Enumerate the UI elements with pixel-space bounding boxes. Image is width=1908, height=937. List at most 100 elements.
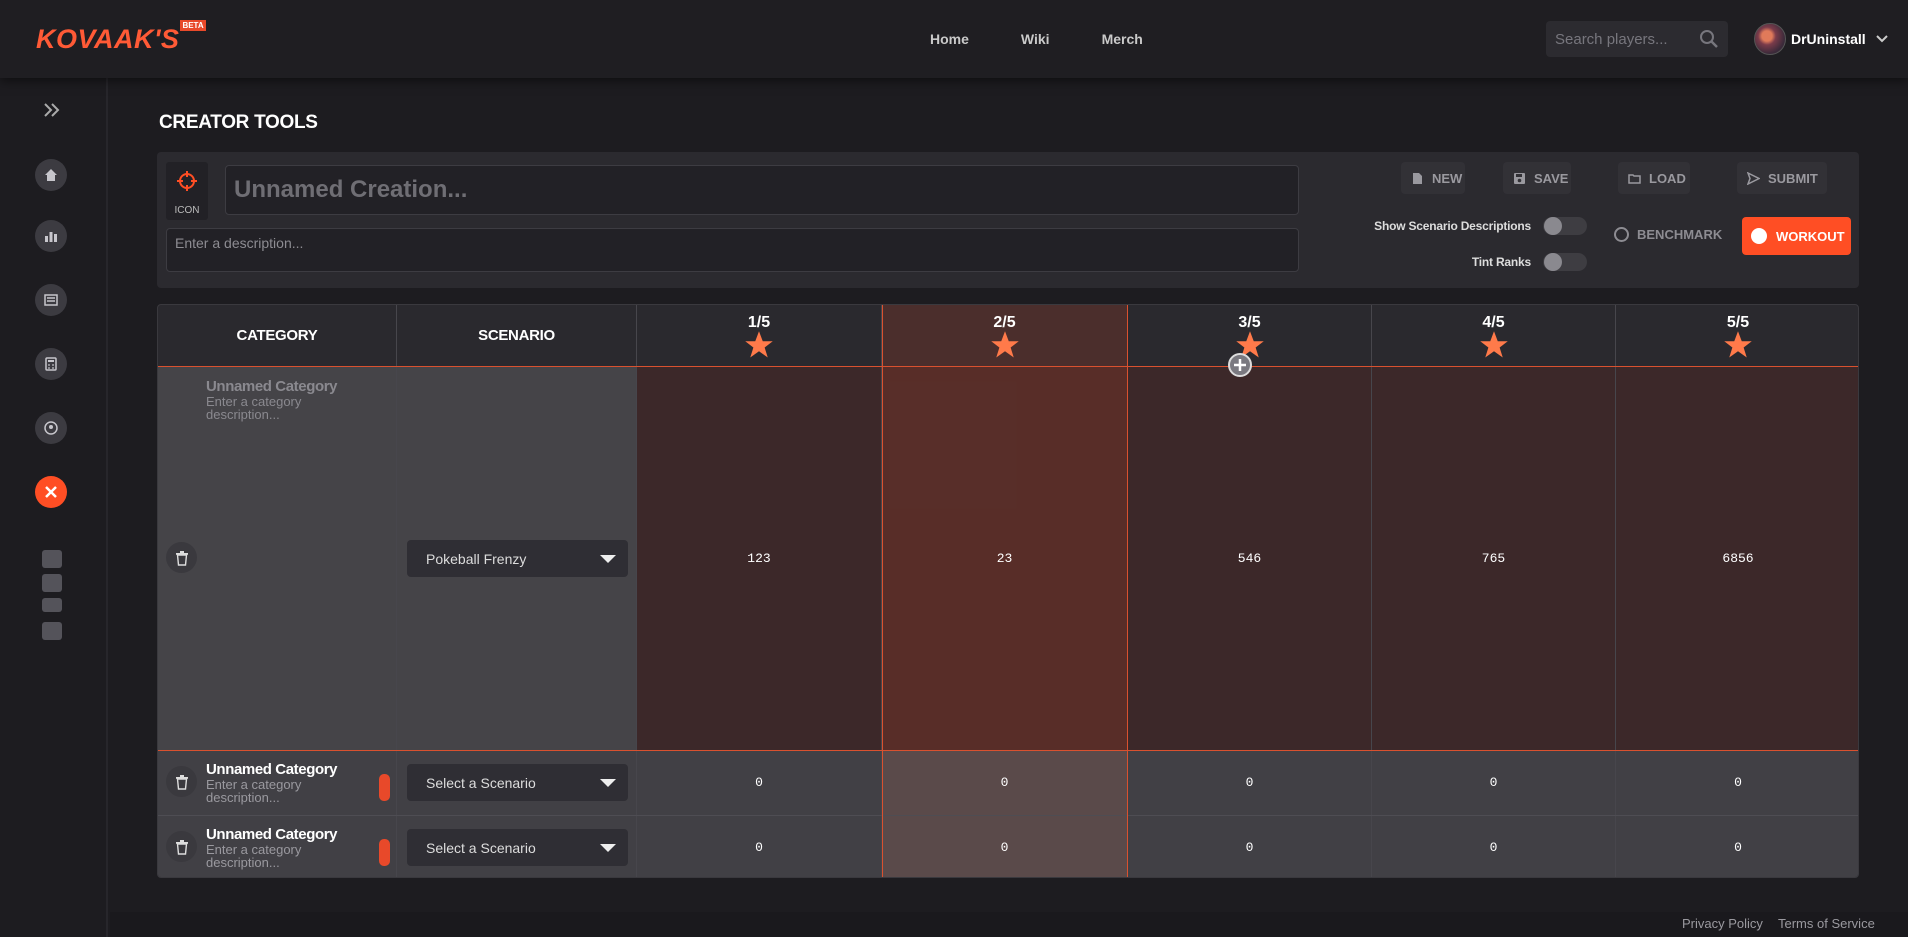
star-icon — [1479, 330, 1508, 357]
scenario-select[interactable]: Pokeball Frenzy — [407, 540, 628, 577]
category-title[interactable]: Unnamed Category — [206, 761, 338, 778]
beta-badge: BETA — [180, 20, 206, 31]
save-button[interactable]: SAVE — [1503, 162, 1571, 194]
expand-icon[interactable] — [41, 99, 63, 121]
rank-value-cell[interactable]: 0 — [637, 750, 882, 815]
submit-button[interactable]: SUBMIT — [1737, 162, 1827, 194]
sidebar-item-calculator[interactable] — [35, 348, 67, 380]
workout-label: WORKOUT — [1776, 228, 1845, 244]
benchmark-radio[interactable]: BENCHMARK — [1614, 227, 1722, 242]
rank-value-cell[interactable]: 0 — [637, 815, 882, 877]
category-title[interactable]: Unnamed Category — [206, 378, 338, 395]
nav-merch[interactable]: Merch — [1101, 31, 1143, 47]
category-cell[interactable]: Unnamed Category Enter a category descri… — [158, 815, 397, 877]
nav-wiki[interactable]: Wiki — [1020, 31, 1050, 47]
rank-value-cell[interactable]: 765 — [1372, 366, 1616, 750]
sidebar-item-news[interactable] — [35, 284, 67, 316]
rank-value-cell[interactable]: 0 — [1372, 750, 1616, 815]
show-descriptions-toggle[interactable] — [1543, 217, 1587, 235]
trash-icon — [175, 774, 188, 790]
calculator-icon — [45, 357, 57, 371]
icon-picker[interactable]: ICON — [166, 162, 208, 220]
header-rank-4: 4/5 — [1372, 305, 1616, 366]
plus-icon — [1234, 359, 1246, 371]
scenario-select[interactable]: Select a Scenario — [407, 829, 628, 866]
load-label: LOAD — [1649, 170, 1686, 186]
creation-description-input[interactable] — [166, 228, 1299, 272]
submit-label: SUBMIT — [1768, 170, 1818, 186]
delete-row-button[interactable] — [166, 542, 197, 573]
drag-handle[interactable] — [379, 839, 390, 866]
main-nav: Home Wiki Merch — [930, 0, 1143, 78]
privacy-policy-link[interactable]: Privacy Policy — [1682, 916, 1763, 931]
search-icon[interactable] — [1699, 29, 1719, 49]
avatar — [1754, 23, 1786, 55]
new-button[interactable]: NEW — [1401, 162, 1465, 194]
delete-row-button[interactable] — [166, 831, 197, 862]
category-cell[interactable]: Unnamed Category Enter a category descri… — [158, 366, 397, 750]
nav-home[interactable]: Home — [930, 31, 969, 47]
category-title[interactable]: Unnamed Category — [206, 826, 338, 843]
delete-row-button[interactable] — [166, 766, 197, 797]
steam-icon[interactable] — [42, 550, 62, 568]
rank-value-cell[interactable]: 0 — [1734, 775, 1742, 790]
sidebar — [0, 78, 108, 937]
save-icon — [1514, 172, 1525, 184]
user-menu[interactable]: DrUninstall — [1754, 22, 1889, 56]
rank-value-cell[interactable]: 23 — [882, 366, 1128, 750]
trash-icon — [175, 550, 188, 566]
tint-ranks-label: Tint Ranks — [1471, 255, 1531, 269]
add-rank-button[interactable] — [1228, 353, 1252, 377]
category-description[interactable]: Enter a category description... — [206, 394, 302, 422]
rank-value-cell[interactable]: 0 — [1372, 815, 1616, 877]
load-button[interactable]: LOAD — [1618, 162, 1690, 194]
youtube-icon[interactable] — [42, 598, 62, 612]
creator-panel: ICON NEW SAVE LOAD SUBMIT Show Scenario … — [157, 152, 1859, 288]
category-description[interactable]: Enter a category description... — [206, 777, 302, 805]
category-description[interactable]: Enter a category description... — [206, 842, 302, 870]
new-label: NEW — [1432, 170, 1463, 186]
rank-value-cell[interactable]: 546 — [1128, 366, 1372, 750]
terms-of-service-link[interactable]: Terms of Service — [1778, 916, 1875, 931]
sidebar-item-profile[interactable] — [35, 412, 67, 444]
rank-3-label[interactable]: 3/5 — [1238, 313, 1261, 331]
scenario-select-value: Pokeball Frenzy — [426, 550, 527, 567]
rank-4-label[interactable]: 4/5 — [1482, 313, 1505, 331]
sidebar-item-creator-tools[interactable] — [35, 476, 67, 508]
scenario-select[interactable]: Select a Scenario — [407, 764, 628, 801]
news-icon — [44, 294, 58, 306]
rank-5-label[interactable]: 5/5 — [1726, 313, 1750, 331]
rank-1-label[interactable]: 1/5 — [747, 313, 771, 331]
rank-value-cell[interactable]: 123 — [637, 366, 882, 750]
scenario-select-value: Select a Scenario — [426, 839, 536, 856]
tint-ranks-toggle[interactable] — [1543, 253, 1587, 271]
workout-radio[interactable]: WORKOUT — [1742, 217, 1851, 255]
caret-down-icon — [600, 555, 616, 563]
rank-value-cell[interactable]: 0 — [1734, 839, 1742, 855]
kovaaks-logo[interactable]: KOVAAK'S BETA — [36, 20, 206, 54]
rank-value-cell[interactable]: 0 — [1128, 815, 1372, 877]
header-rank-1: 1/5 — [637, 305, 882, 366]
rank-value-cell[interactable]: 0 — [882, 750, 1128, 815]
twitter-icon[interactable] — [42, 622, 62, 640]
rank-value-cell[interactable]: 6856 — [1722, 550, 1754, 566]
trash-icon — [175, 839, 188, 855]
header-scenario-label: SCENARIO — [478, 327, 555, 344]
radio-selected-icon — [1751, 228, 1767, 244]
creation-name-input[interactable] — [225, 165, 1299, 215]
discord-icon[interactable] — [42, 574, 62, 592]
logo-text: KOVAAK'S — [36, 24, 180, 54]
sidebar-item-stats[interactable] — [35, 220, 67, 252]
search-input[interactable] — [1546, 30, 1694, 48]
sidebar-item-home[interactable] — [35, 159, 67, 191]
rank-value-cell[interactable]: 0 — [882, 815, 1128, 877]
creator-tools-icon — [45, 486, 57, 498]
category-cell[interactable]: Unnamed Category Enter a category descri… — [158, 750, 397, 815]
show-descriptions-row: Show Scenario Descriptions — [1374, 217, 1587, 235]
rank-2-label[interactable]: 2/5 — [993, 313, 1016, 331]
drag-handle[interactable] — [379, 774, 390, 801]
rank-value-cell[interactable]: 0 — [1128, 750, 1372, 815]
footer: Privacy Policy Terms of Service — [110, 912, 1908, 937]
caret-down-icon — [600, 779, 616, 787]
header-rank-5: 5/5 — [1616, 305, 1858, 366]
